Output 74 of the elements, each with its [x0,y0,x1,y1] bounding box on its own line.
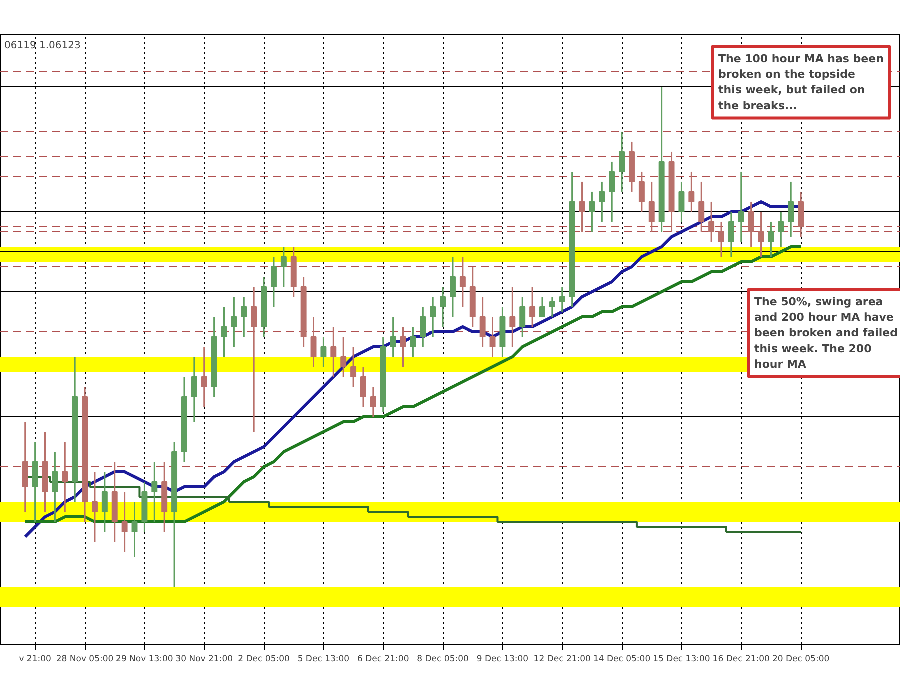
x-tick-label: 5 Dec 13:00 [298,654,350,664]
candlestick [778,211,784,248]
candlestick [589,191,596,233]
candlestick [340,336,347,378]
candlestick [102,471,108,533]
x-tick-label: 16 Dec 21:00 [712,654,770,664]
candlestick [330,326,337,378]
candlestick [540,296,546,318]
candlestick [728,211,734,258]
candlestick [350,346,357,388]
candlestick [549,296,556,318]
candlestick [510,286,516,348]
candlestick [559,286,566,313]
candlestick [92,471,98,543]
candlestick [370,386,376,418]
candlestick [270,256,277,308]
candlestick [579,181,586,233]
candlestick [748,201,754,248]
x-tick-label: 12 Dec 21:00 [534,654,591,664]
candlestick [768,221,774,258]
candlestick [390,316,396,358]
candlestick [678,181,685,223]
candlestick [132,501,138,558]
candlestick [231,296,238,348]
x-tick-label: 30 Nov 21:00 [176,654,234,664]
candlestick [788,181,794,238]
candlestick [280,246,287,288]
candlestick [698,181,705,233]
candlestick [360,366,366,408]
annotation: The 50%, swing area and 200 hour MA have been broken and failed this week. The 200 hour MA [754,296,898,371]
candlestick [241,296,248,338]
candlestick [251,286,258,433]
x-tick-label: 8 Dec 05:00 [417,654,469,664]
x-tick-label: v 21:00 [19,654,52,664]
candlestick [201,346,208,408]
candlestick [609,161,616,223]
candlestick [758,211,764,258]
x-tick-label: 14 Dec 05:00 [593,654,651,664]
candlestick [450,256,456,318]
candlestick [221,306,228,358]
candlestick [520,296,526,338]
candlestick [152,461,158,523]
x-tick-label: 15 Dec 13:00 [653,654,710,664]
candlestick [718,221,724,258]
candlestick [430,296,436,338]
candlestick [688,171,695,213]
candlestick [530,286,536,328]
candlestick [648,181,655,233]
candlestick [122,491,128,553]
candlestick [599,181,606,223]
annotation: The 100 hour MA has been broken on the topside this week, but failed on the breaks... [718,52,884,112]
candlestick [310,316,317,368]
candlestick [460,256,466,308]
candlestick [191,356,198,423]
text: 06119 1.06123 [4,40,81,52]
candlestick [490,316,496,358]
candlestick [480,296,486,348]
candlestick [708,201,715,243]
candlestick [420,306,426,348]
x-tick-label: 9 Dec 13:00 [476,654,529,664]
candlestick [62,441,68,513]
candlestick [320,336,327,368]
candlestick [52,451,58,523]
candlestick [440,286,446,328]
x-tick-label: 2 Dec 05:00 [238,654,290,664]
x-tick-label: 20 Dec 05:00 [772,654,830,664]
candlestick [738,171,744,243]
x-tick-label: 29 Nov 13:00 [116,654,174,664]
x-tick-label: 6 Dec 21:00 [357,654,410,664]
x-tick-label: 28 Nov 05:00 [56,654,114,664]
candlestick [410,326,416,358]
candlestick [619,131,626,193]
candlestick [638,171,645,213]
candlestick [400,326,406,368]
